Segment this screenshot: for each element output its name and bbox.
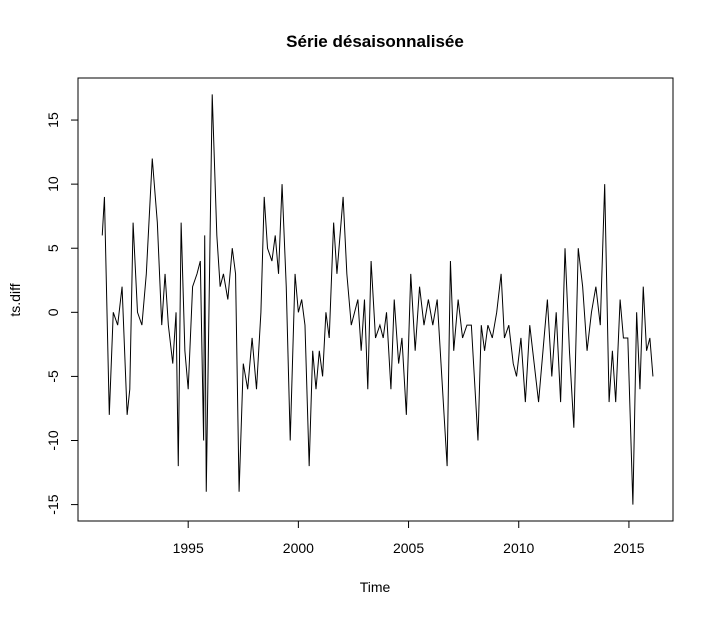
x-axis-label: Time: [360, 579, 391, 595]
y-tick-label: 0: [45, 308, 61, 316]
y-tick-label: -15: [45, 494, 61, 514]
x-tick-label: 1995: [173, 540, 204, 556]
y-tick-label: 10: [45, 176, 61, 192]
y-tick-label: 15: [45, 112, 61, 128]
y-tick-label: -5: [45, 370, 61, 383]
chart-title: Série désaisonnalisée: [286, 32, 464, 51]
y-axis-label: ts.diff: [7, 283, 23, 316]
x-tick-label: 2000: [283, 540, 314, 556]
x-tick-label: 2015: [613, 540, 644, 556]
y-tick-label: -10: [45, 430, 61, 450]
data-line: [101, 94, 654, 505]
y-tick-label: 5: [45, 244, 61, 252]
x-tick-label: 2005: [393, 540, 424, 556]
plot-frame: [77, 77, 674, 522]
x-tick-label: 2010: [503, 540, 534, 556]
